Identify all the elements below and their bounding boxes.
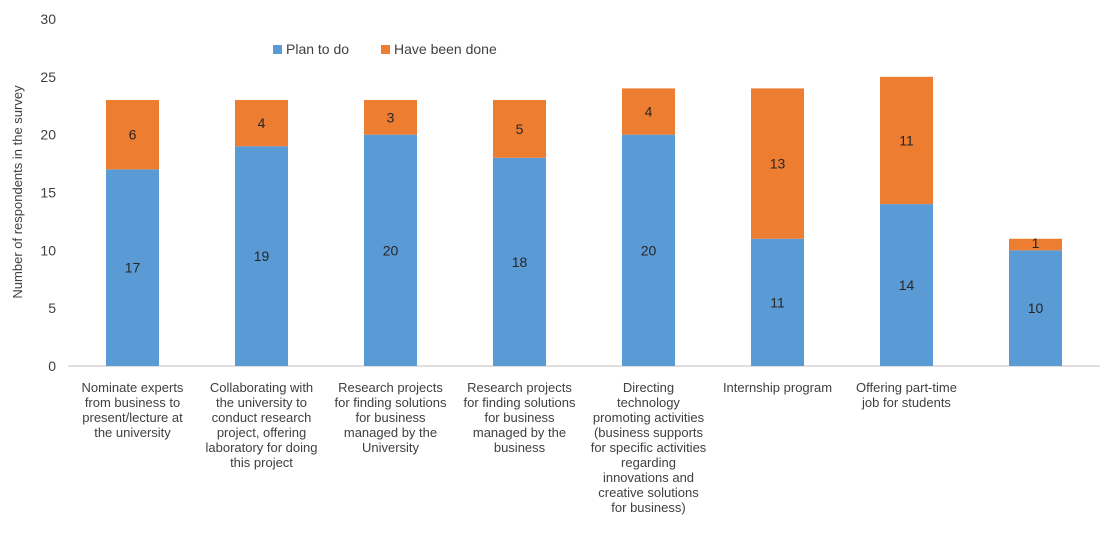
x-axis-labels: Nominate experts from business to present/… [82,380,957,515]
y-tick-label: 0 [48,358,56,374]
data-label: 20 [641,242,657,258]
y-tick-label: 25 [40,69,56,85]
legend-swatch [273,45,282,54]
y-tick-label: 10 [40,242,56,258]
bar-segment-plan-to-do [364,134,417,366]
x-tick-label: Research projects for finding solutions fo… [463,380,576,455]
data-label: 4 [258,115,266,131]
data-label: 3 [387,109,395,125]
y-axis-ticks: 0 5 10 15 20 25 30 [40,11,56,374]
x-tick-label: Research projects for finding solutions fo… [334,380,447,455]
data-label: 19 [254,248,270,264]
data-label: 6 [129,127,137,143]
bar-segment-have-been-done [880,76,933,205]
data-label: 1 [1032,235,1040,251]
bar-segment-have-been-done [106,99,159,170]
data-label: 17 [125,260,141,276]
y-tick-label: 15 [40,185,56,201]
y-axis-label: Number of respondents in the survey [10,85,25,299]
data-label: 4 [645,104,653,120]
legend-label: Plan to do [286,41,349,57]
bar-segment-have-been-done [622,88,675,135]
bar-segment-have-been-done [751,88,804,239]
legend: Plan to do Have been done [273,41,497,57]
y-tick-label: 30 [40,11,56,27]
bar-segment-plan-to-do [1009,250,1062,366]
bar-segment-have-been-done [1009,238,1062,251]
x-tick-label: Nominate experts from business to present/… [82,380,184,440]
bar-segment-plan-to-do [235,146,288,366]
data-label: 20 [383,242,399,258]
bar-segment-plan-to-do [106,169,159,366]
bar-segment-have-been-done [364,99,417,135]
bar-segment-have-been-done [235,99,288,147]
bars-group: 17 6 19 4 20 3 18 5 20 4 11 13 14 11 10 1 [106,76,1062,366]
data-label: 10 [1028,300,1044,316]
legend-label: Have been done [394,41,497,57]
bar-segment-plan-to-do [751,238,804,366]
data-label: 11 [770,294,785,310]
x-tick-label: Offering part-time job for students [856,380,957,410]
bar-segment-plan-to-do [622,134,675,366]
data-label: 14 [899,277,915,293]
x-tick-label: Directing technology promoting activities(… [591,380,707,515]
bar-segment-plan-to-do [493,157,546,366]
y-tick-label: 20 [40,127,56,143]
y-tick-label: 5 [48,300,56,316]
data-label: 11 [899,132,914,148]
x-tick-label: Collaborating with the university to condu… [205,380,317,470]
data-label: 5 [516,121,524,137]
legend-swatch [381,45,390,54]
x-tick-label: Internship program [723,380,832,395]
bar-segment-plan-to-do [880,204,933,366]
bar-segment-have-been-done [493,99,546,158]
data-label: 13 [770,156,786,172]
data-label: 18 [512,254,528,270]
